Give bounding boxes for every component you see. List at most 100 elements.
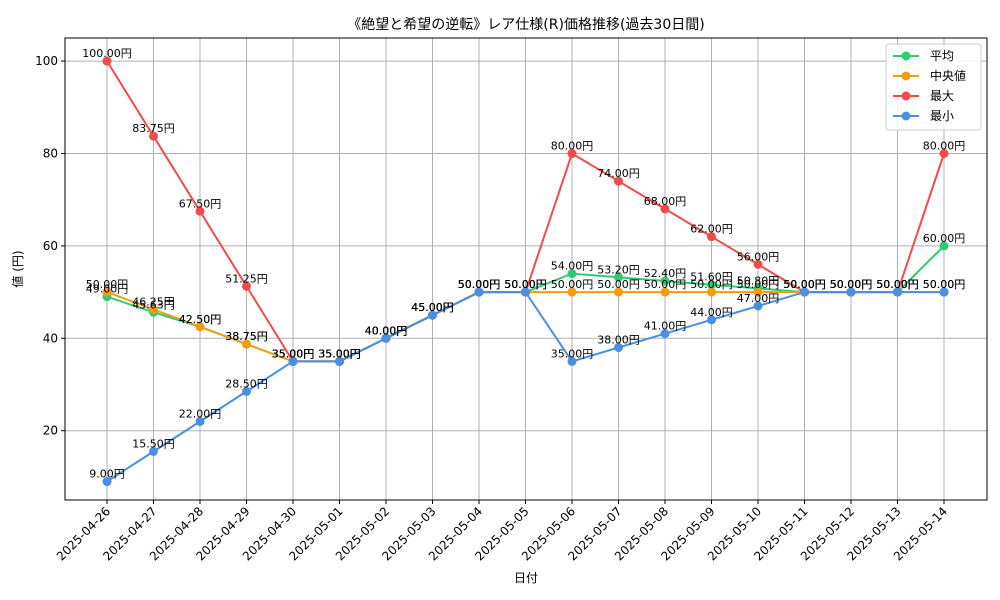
data-label: 50.00円 <box>783 278 826 291</box>
data-label: 54.00円 <box>551 260 594 273</box>
legend-label: 最大 <box>930 89 954 103</box>
data-label: 50.00円 <box>504 278 547 291</box>
data-label: 50.00円 <box>783 278 826 291</box>
data-label: 50.00円 <box>737 278 780 291</box>
data-point <box>707 232 716 242</box>
data-point <box>242 281 251 291</box>
data-point <box>242 386 251 396</box>
data-point <box>893 287 902 297</box>
data-point <box>428 310 437 320</box>
data-point <box>195 206 205 216</box>
legend-marker <box>901 111 911 121</box>
data-point <box>753 301 763 311</box>
series-最小 <box>102 287 949 487</box>
data-label: 38.75円 <box>225 330 268 343</box>
data-label: 50.00円 <box>458 278 501 291</box>
data-label: 80.00円 <box>551 140 594 153</box>
legend-box <box>885 43 982 131</box>
data-label: 50.00円 <box>458 278 501 291</box>
data-label: 50.00円 <box>876 278 919 291</box>
data-label: 35.00円 <box>318 347 361 360</box>
data-point <box>149 131 158 141</box>
y-tick-label: 40 <box>43 331 58 345</box>
data-point <box>939 287 949 297</box>
legend-label: 中央値 <box>930 68 966 83</box>
data-label: 42.50円 <box>179 313 222 326</box>
data-label: 47.00円 <box>737 292 780 305</box>
x-axis-title: 日付 <box>514 571 538 585</box>
data-label: 35.00円 <box>318 347 361 360</box>
data-label: 50.00円 <box>876 278 919 291</box>
data-point <box>660 204 670 214</box>
data-label: 83.75円 <box>132 122 175 135</box>
data-label: 45.63円 <box>132 298 175 311</box>
data-label: 49.00円 <box>86 283 129 296</box>
data-label: 45.00円 <box>411 301 454 314</box>
data-label: 74.00円 <box>597 167 640 180</box>
data-label: 53.20円 <box>597 263 640 276</box>
data-label: 9.00円 <box>89 468 125 481</box>
data-label: 40.00円 <box>365 324 408 337</box>
data-label: 56.00円 <box>737 250 780 263</box>
data-label: 50.00円 <box>923 278 966 291</box>
data-label: 60.00円 <box>923 232 966 245</box>
y-tick-label: 60 <box>43 239 58 253</box>
data-point <box>149 446 158 456</box>
data-label: 50.00円 <box>783 278 826 291</box>
data-label: 22.00円 <box>179 407 222 420</box>
data-label: 35.00円 <box>551 347 594 360</box>
data-point <box>567 269 577 279</box>
data-point <box>614 176 623 186</box>
data-point <box>707 315 716 325</box>
data-point <box>614 287 623 297</box>
data-label: 50.00円 <box>458 278 501 291</box>
data-label: 35.00円 <box>272 347 315 360</box>
data-label: 45.00円 <box>411 301 454 314</box>
grid <box>65 38 987 500</box>
data-label: 68.00円 <box>644 195 687 208</box>
y-tick-label: 100 <box>35 54 58 68</box>
data-label: 50.00円 <box>644 278 687 291</box>
data-point <box>474 287 484 297</box>
data-point <box>753 287 763 297</box>
data-label: 46.25円 <box>132 295 175 308</box>
data-point <box>102 477 112 487</box>
data-label: 40.00円 <box>365 324 408 337</box>
data-label: 44.00円 <box>690 306 733 319</box>
data-label: 35.00円 <box>318 347 361 360</box>
data-label: 51.25円 <box>225 272 268 285</box>
data-label: 38.75円 <box>225 330 268 343</box>
data-point <box>521 287 530 297</box>
data-point <box>939 241 949 251</box>
data-label: 50.00円 <box>923 278 966 291</box>
data-label: 50.00円 <box>690 278 733 291</box>
data-point <box>614 343 623 353</box>
series-lines <box>102 56 949 487</box>
chart-title: 《絶望と希望の逆転》レア仕様(R)価格推移(過去30日間) <box>347 17 704 33</box>
legend-item: 最小 <box>893 109 954 123</box>
data-label: 45.00円 <box>411 301 454 314</box>
legend-item: 最大 <box>893 89 954 103</box>
data-label: 41.00円 <box>644 320 687 333</box>
data-label: 50.00円 <box>830 278 873 291</box>
data-label: 100.00円 <box>82 47 132 60</box>
legend-marker <box>901 51 911 61</box>
data-label: 45.00円 <box>411 301 454 314</box>
data-label: 50.00円 <box>876 278 919 291</box>
y-tick-label: 80 <box>43 147 58 161</box>
data-label: 67.50円 <box>179 197 222 210</box>
data-point <box>707 280 716 290</box>
data-label: 35.00円 <box>272 347 315 360</box>
data-label: 80.00円 <box>923 140 966 153</box>
legend-item: 中央値 <box>893 68 966 83</box>
data-label: 50.00円 <box>830 278 873 291</box>
data-label: 50.00円 <box>458 278 501 291</box>
data-point <box>800 287 809 297</box>
data-label: 15.50円 <box>132 437 175 450</box>
data-point <box>288 356 298 366</box>
data-point <box>149 304 158 314</box>
data-label: 50.00円 <box>830 278 873 291</box>
